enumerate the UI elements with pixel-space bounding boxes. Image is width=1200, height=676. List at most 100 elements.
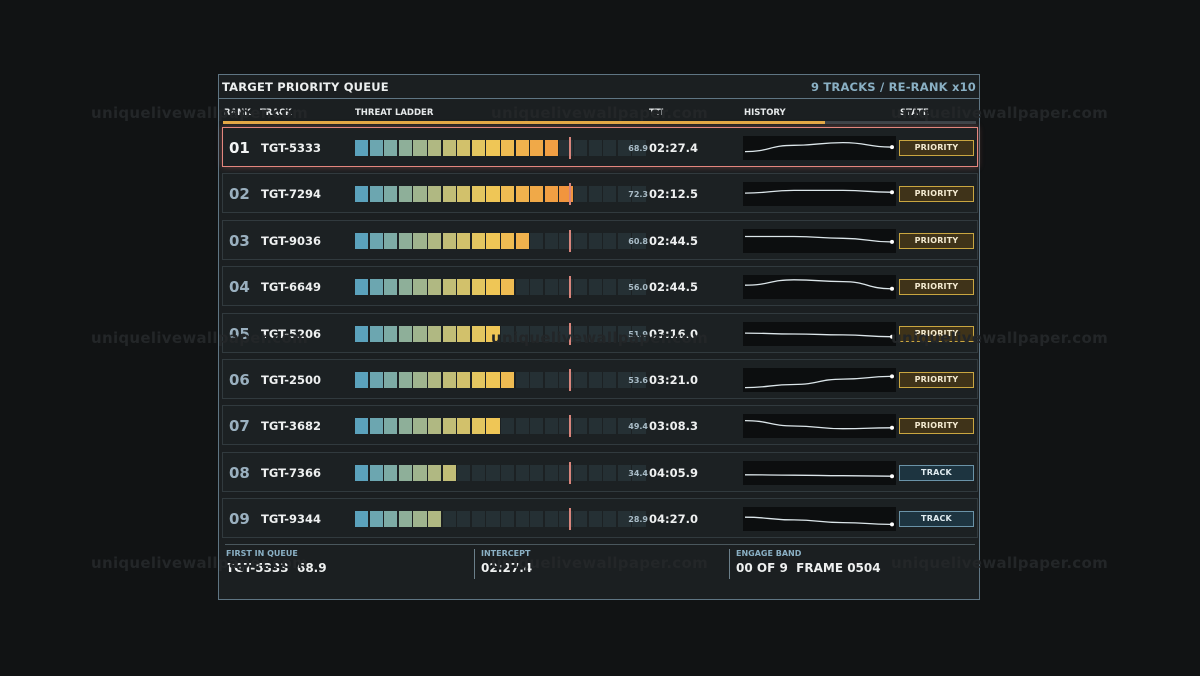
ladder-segment-off: [632, 511, 646, 528]
ladder-segment-lit: [457, 325, 471, 342]
threshold-marker: [569, 137, 571, 159]
row-rank: 01: [229, 139, 250, 157]
ladder-segment-lit: [457, 418, 471, 435]
ladder-segment-lit: [413, 464, 427, 481]
ladder-segment-lit: [486, 418, 500, 435]
ladder-segment-lit: [398, 325, 413, 342]
sparkline-svg: [744, 516, 894, 527]
state-badge[interactable]: PRIORITY: [899, 418, 974, 435]
threat-ladder: 56.0: [355, 276, 650, 299]
ladder-segment-off: [632, 325, 646, 342]
ladder-segment-off: [559, 511, 573, 528]
queue-row[interactable]: 05 TGT-5206 51.9 03:16.0 PRIORITY: [222, 312, 978, 353]
queue-row[interactable]: 06 TGT-2500 53.6 03:21.0 PRIORITY: [222, 359, 978, 399]
queue-row[interactable]: 03 TGT-9036 60.8 02:44.5 PRIORITY: [222, 219, 978, 260]
ladder-segment-off: [632, 232, 646, 249]
queue-row[interactable]: 04 TGT-6649 56.0 02:44.5 PRIORITY: [222, 266, 978, 307]
ladder-segment-lit: [413, 279, 427, 296]
row-tti: 04:05.9: [649, 465, 698, 480]
ladder-segment-off: [457, 464, 471, 481]
ladder-segment-lit: [501, 232, 515, 249]
state-badge[interactable]: PRIORITY: [899, 279, 974, 296]
footer-intercept: INTERCEPT 02:27.4: [474, 549, 532, 579]
row-rank: 03: [229, 231, 250, 250]
threat-ladder: 51.9: [355, 322, 650, 345]
ladder-segment-off: [574, 511, 588, 528]
state-badge[interactable]: TRACK: [899, 511, 974, 528]
ladder-segment-lit: [413, 325, 427, 342]
state-badge[interactable]: TRACK: [899, 464, 974, 481]
history-sparkline: [743, 182, 896, 207]
ladder-segment-lit: [398, 372, 413, 388]
ladder-segment-lit: [398, 464, 413, 481]
ladder-segment-off: [603, 464, 617, 481]
row-track-id: TGT-7294: [261, 187, 322, 202]
ladder-segment-off: [515, 511, 529, 528]
ladder-segment-lit: [413, 186, 427, 203]
ladder-segment-lit: [369, 325, 383, 342]
ladder-segment-lit: [355, 140, 369, 156]
ladder-segment-lit: [369, 186, 383, 203]
ladder-segment-off: [632, 464, 646, 481]
ladder-segment-lit: [413, 511, 427, 528]
threat-ladder: 49.4: [355, 415, 650, 438]
threshold-marker: [569, 183, 571, 206]
ladder-segment-off: [544, 464, 559, 481]
rerank-progress-bar: [223, 121, 976, 124]
ladder-segment-lit: [515, 232, 529, 249]
ladder-segment-off: [588, 511, 602, 528]
ladder-segment-off: [574, 279, 588, 296]
threat-score: 49.4: [628, 422, 648, 432]
rerank-progress-fill: [223, 121, 826, 124]
sparkline-svg: [745, 235, 894, 244]
state-badge[interactable]: PRIORITY: [899, 325, 974, 342]
sparkline-svg: [744, 473, 894, 478]
ladder-segment-off: [530, 464, 544, 481]
ladder-segment-off: [617, 232, 632, 249]
ladder-segment-lit: [355, 279, 369, 296]
ladder-segment-lit: [384, 186, 398, 203]
ladder-segment-off: [530, 279, 544, 296]
sparkline-path: [744, 141, 893, 153]
ladder-segment-lit: [384, 418, 398, 435]
ladder-segment-off: [617, 372, 632, 388]
ladder-segment-lit: [369, 279, 383, 296]
queue-row[interactable]: 08 TGT-7366 34.4 04:05.9 TRACK: [222, 451, 978, 492]
ladder-segment-lit: [442, 325, 456, 342]
engage-band-value: 00 OF 9 FRAME 0504: [736, 561, 881, 575]
queue-row[interactable]: 02 TGT-7294 72.3 02:12.5 PRIORITY: [222, 173, 978, 214]
ladder-segment-lit: [355, 372, 369, 388]
ladder-segment-off: [603, 140, 617, 156]
ladder-segment-off: [515, 325, 529, 342]
sparkline-svg: [744, 190, 894, 195]
row-rank: 08: [229, 463, 250, 482]
threshold-marker: [569, 369, 571, 391]
row-rank: 05: [229, 324, 250, 343]
ladder-segment-lit: [384, 464, 398, 481]
ladder-segment-lit: [369, 464, 383, 481]
ladder-segment-off: [442, 511, 456, 528]
row-track-id: TGT-7366: [261, 465, 322, 480]
ladder-segment-lit: [471, 140, 486, 156]
sparkline-path: [744, 516, 893, 526]
queue-row[interactable]: 01 TGT-5333 68.9 02:27.4 PRIORITY: [222, 127, 978, 167]
ladder-segment-lit: [486, 232, 500, 249]
state-badge[interactable]: PRIORITY: [899, 232, 974, 249]
sparkline-endpoint: [890, 473, 894, 478]
ladder-segment-off: [515, 372, 529, 388]
queue-row[interactable]: 09 TGT-9344 28.9 04:27.0 TRACK: [222, 498, 978, 539]
column-header-track: TRACK: [260, 108, 292, 118]
state-badge[interactable]: PRIORITY: [899, 186, 974, 203]
history-sparkline: [743, 136, 896, 160]
row-track-id: TGT-5333: [261, 141, 322, 155]
ladder-segment-lit: [471, 418, 486, 435]
state-badge[interactable]: PRIORITY: [899, 372, 974, 388]
ladder-segment-lit: [355, 232, 369, 249]
ladder-segment-lit: [442, 279, 456, 296]
ladder-segment-off: [617, 418, 632, 435]
ladder-segment-off: [632, 372, 646, 388]
queue-row[interactable]: 07 TGT-3682 49.4 03:08.3 PRIORITY: [222, 405, 978, 446]
state-badge[interactable]: PRIORITY: [899, 140, 974, 156]
threat-score: 53.6: [628, 376, 648, 385]
row-tti: 03:21.0: [649, 373, 698, 387]
